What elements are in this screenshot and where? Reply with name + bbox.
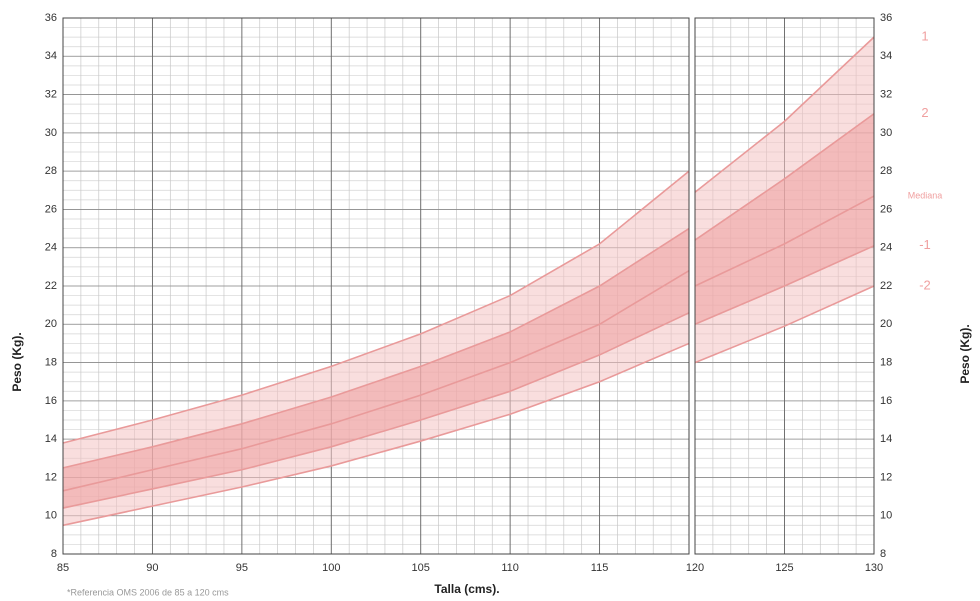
y-tick-label: 36 xyxy=(880,12,892,24)
series-label: -2 xyxy=(919,277,931,292)
y-tick-label: 10 xyxy=(880,510,892,522)
y-tick-label: 26 xyxy=(45,203,57,215)
y-tick-label: 22 xyxy=(880,280,892,292)
y-tick-label: 12 xyxy=(880,471,892,483)
x-tick-label: 90 xyxy=(146,562,158,574)
y-tick-label: 28 xyxy=(45,165,57,177)
x-tick-label: 130 xyxy=(865,562,883,574)
x-axis-title: Talla (cms). xyxy=(434,582,499,596)
x-tick-label: 105 xyxy=(412,562,430,574)
x-tick-label: 120 xyxy=(686,562,704,574)
y-tick-label: 10 xyxy=(45,510,57,522)
y-tick-label: 32 xyxy=(880,88,892,100)
y-tick-label: 36 xyxy=(45,12,57,24)
y-tick-label: 18 xyxy=(45,356,57,368)
x-tick-label: 100 xyxy=(322,562,340,574)
y-tick-label: 24 xyxy=(45,242,57,254)
y-tick-label: 16 xyxy=(880,395,892,407)
y-axis-title: Peso (Kg). xyxy=(958,324,972,383)
y-tick-label: 18 xyxy=(880,356,892,368)
series-label: -1 xyxy=(919,237,931,252)
y-tick-label: 22 xyxy=(45,280,57,292)
y-tick-label: 8 xyxy=(51,548,57,560)
series-label: 2 xyxy=(921,105,928,120)
y-tick-label: 34 xyxy=(880,50,892,62)
y-axis-title: Peso (Kg). xyxy=(10,332,24,391)
footnote: *Referencia OMS 2006 de 85 a 120 cms xyxy=(67,587,229,597)
y-tick-label: 8 xyxy=(880,548,886,560)
y-tick-label: 14 xyxy=(880,433,892,445)
y-tick-label: 34 xyxy=(45,50,57,62)
y-tick-label: 20 xyxy=(45,318,57,330)
x-tick-label: 110 xyxy=(501,562,519,574)
y-tick-label: 28 xyxy=(880,165,892,177)
chart: Peso (Kg). Peso (Kg). Talla (cms). *Refe… xyxy=(0,0,980,601)
y-tick-label: 32 xyxy=(45,88,57,100)
y-tick-label: 14 xyxy=(45,433,57,445)
y-tick-label: 12 xyxy=(45,471,57,483)
page: {"chart_data": [ {"type": "line", "x_lab… xyxy=(0,0,980,601)
y-tick-label: 30 xyxy=(45,127,57,139)
series-label: Mediana xyxy=(908,190,943,200)
x-tick-label: 95 xyxy=(236,562,248,574)
x-tick-label: 125 xyxy=(775,562,793,574)
y-tick-label: 30 xyxy=(880,127,892,139)
y-tick-label: 20 xyxy=(880,318,892,330)
y-tick-label: 24 xyxy=(880,242,892,254)
y-tick-label: 16 xyxy=(45,395,57,407)
x-tick-label: 85 xyxy=(57,562,69,574)
y-tick-label: 26 xyxy=(880,203,892,215)
x-tick-label: 115 xyxy=(591,562,609,574)
series-label: 1 xyxy=(921,29,928,44)
